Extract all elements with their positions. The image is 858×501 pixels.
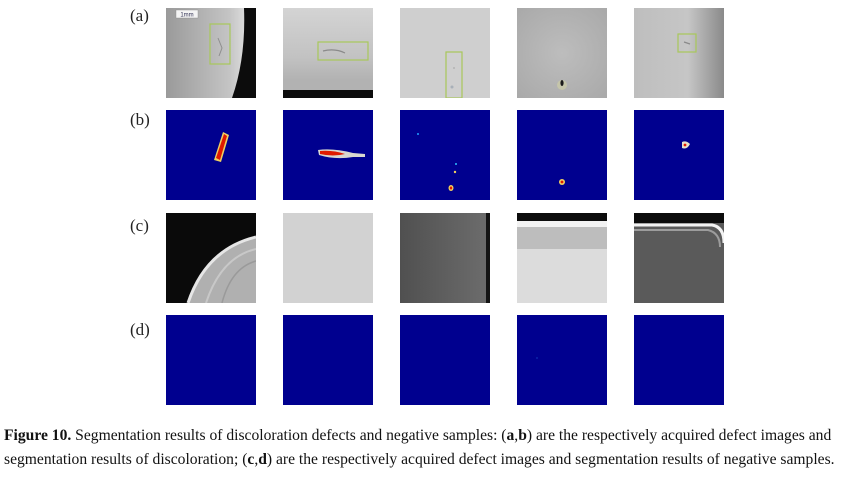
segmentation-d1 [166, 315, 256, 405]
segmentation-d4 [517, 315, 607, 405]
caption-text-3: ) are the respectively acquired defect i… [266, 451, 835, 468]
negative-image-c2 [283, 213, 373, 303]
row-label-d: (d) [130, 320, 150, 339]
segmentation-b3 [400, 110, 490, 200]
row-label-c: (c) [130, 216, 149, 235]
detection-box [209, 23, 231, 65]
segmentation-d2 [283, 315, 373, 405]
caption-ref-b: b [518, 427, 527, 444]
detection-box [445, 51, 463, 98]
caption-ref-a: a [506, 427, 515, 444]
scale-bar-label: 1mm [180, 13, 193, 19]
detection-box [677, 33, 697, 53]
figure-caption: Figure 10. Segmentation results of disco… [4, 424, 854, 472]
caption-text-1: Segmentation results of discoloration de… [71, 427, 507, 444]
segmentation-d3 [400, 315, 490, 405]
caption-comma: , [254, 451, 259, 468]
detection-box [317, 41, 369, 61]
segmentation-b2 [283, 110, 373, 200]
row-label-a: (a) [130, 6, 149, 25]
caption-label: Figure 10. [4, 427, 72, 444]
caption-comma: , [514, 427, 519, 444]
caption-ref-c: c [247, 451, 255, 468]
negative-image-c5 [634, 213, 724, 303]
defect-image-a2 [283, 8, 373, 98]
negative-image-c4 [517, 213, 607, 303]
row-label-b: (b) [130, 110, 150, 129]
segmentation-b4 [517, 110, 607, 200]
figure-10: (a) (b) (c) (d) 1mm [130, 6, 724, 405]
defect-image-a4 [517, 8, 607, 98]
negative-image-c1 [166, 213, 256, 303]
defect-image-a1: 1mm [166, 8, 256, 98]
defect-image-a5 [634, 8, 724, 98]
caption-ref-d: d [258, 451, 267, 468]
negative-image-c3 [400, 213, 490, 303]
segmentation-b5 [634, 110, 724, 200]
segmentation-d5 [634, 315, 724, 405]
segmentation-b1 [166, 110, 256, 200]
defect-image-a3 [400, 8, 490, 98]
caption-text-2: ) are the respectively acquired defect i… [4, 427, 832, 468]
